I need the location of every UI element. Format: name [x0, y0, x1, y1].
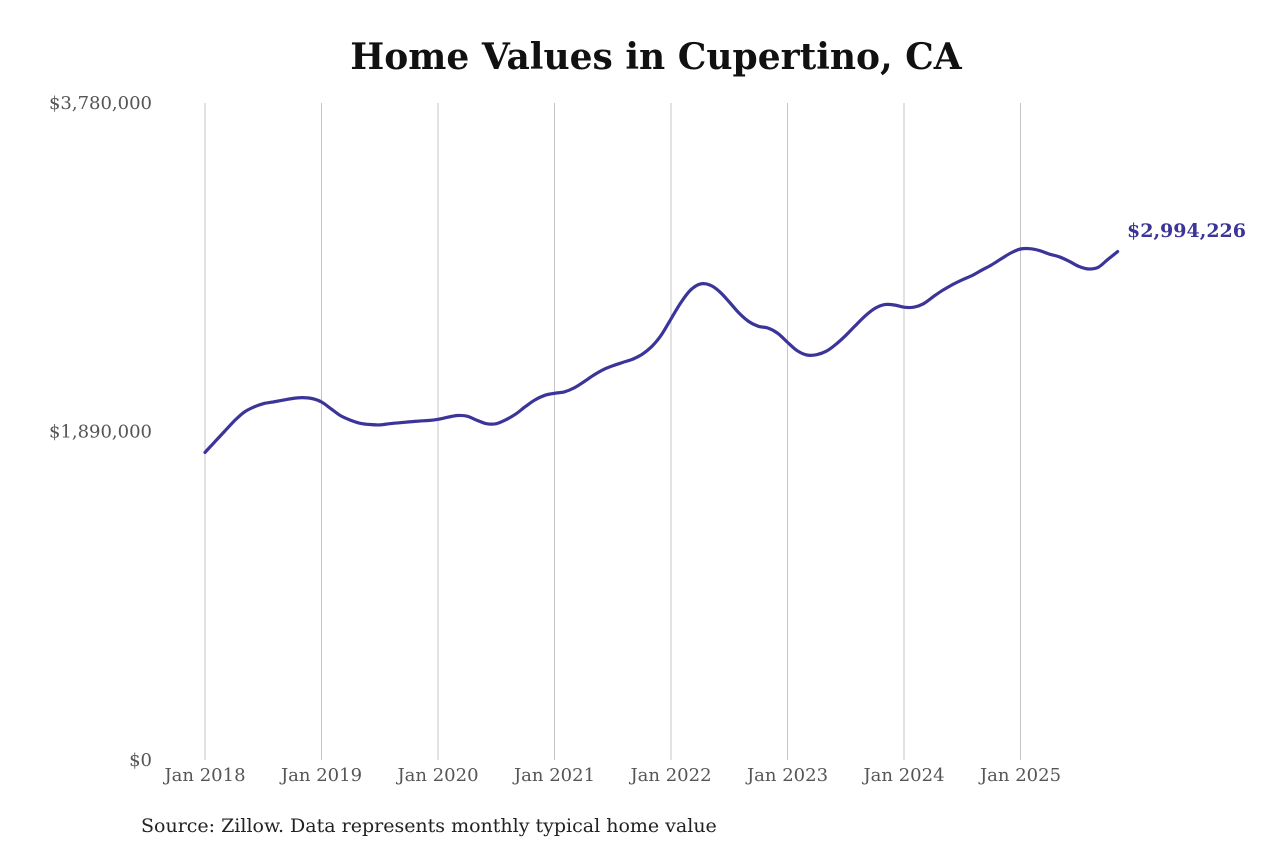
series-layer	[203, 246, 1120, 454]
chart-title: Home Values in Cupertino, CA	[350, 36, 962, 78]
grid-layer	[204, 103, 1021, 760]
x-tick-label: Jan 2018	[162, 765, 245, 786]
x-tick-label: Jan 2024	[861, 765, 944, 786]
end-label-layer: $2,994,226	[1127, 220, 1246, 242]
x-tick-label: Jan 2019	[279, 765, 362, 786]
x-tick-label: Jan 2021	[512, 765, 595, 786]
x-tick-label: Jan 2025	[978, 765, 1061, 786]
y-tick-label: $3,780,000	[49, 93, 152, 114]
y-axis-ticks: $0 $1,890,000 $3,780,000	[49, 93, 152, 771]
x-tick-label: Jan 2020	[395, 765, 478, 786]
x-axis-ticks: Jan 2018 Jan 2019 Jan 2020 Jan 2021 Jan 2022…	[162, 765, 1061, 786]
source-note: Source: Zillow. Data represents monthly …	[141, 815, 717, 837]
y-tick-label: $1,890,000	[49, 422, 152, 443]
home-value-line	[203, 246, 1120, 454]
end-value-label: $2,994,226	[1127, 220, 1246, 242]
y-tick-label: $0	[129, 750, 152, 771]
x-tick-label: Jan 2022	[628, 765, 711, 786]
x-tick-label: Jan 2023	[745, 765, 828, 786]
